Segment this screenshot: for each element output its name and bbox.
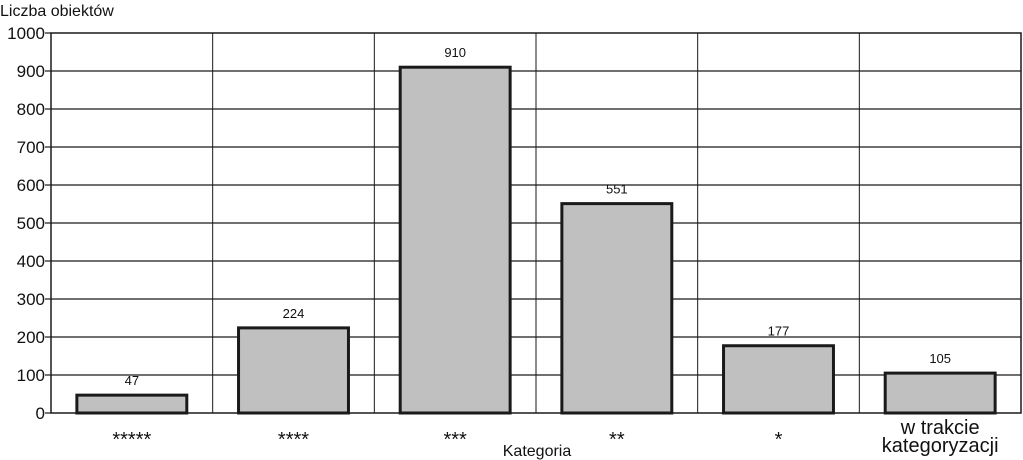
bar bbox=[237, 326, 350, 415]
bar bbox=[75, 393, 189, 415]
data-label: 910 bbox=[444, 45, 466, 60]
bar bbox=[722, 344, 835, 415]
y-axis-title: Liczba obiektów bbox=[0, 3, 114, 20]
data-label: 224 bbox=[283, 306, 305, 321]
data-label: 47 bbox=[125, 373, 139, 388]
data-label: 177 bbox=[768, 324, 790, 339]
y-axis-ticks: 0 100 200 300 400 500 600 700 800 900 1000 bbox=[7, 24, 51, 423]
y-tick-label: 800 bbox=[17, 100, 45, 119]
y-tick-label: 400 bbox=[17, 252, 45, 271]
x-axis-title: Kategoria bbox=[503, 443, 572, 460]
x-tick-label: w trakcie bbox=[900, 417, 980, 439]
bar bbox=[883, 371, 997, 415]
bar bbox=[398, 65, 512, 415]
data-label: 551 bbox=[606, 182, 628, 197]
data-label: 105 bbox=[929, 351, 951, 366]
gridlines bbox=[51, 33, 1021, 413]
x-tick-label: kategoryzacji bbox=[882, 435, 999, 457]
bars bbox=[75, 65, 997, 415]
y-tick-label: 900 bbox=[17, 62, 45, 81]
bar bbox=[560, 202, 674, 415]
y-tick-label: 1000 bbox=[7, 24, 45, 43]
x-tick-label: ** bbox=[609, 429, 625, 451]
x-tick-label: *** bbox=[443, 429, 467, 451]
y-tick-label: 300 bbox=[17, 290, 45, 309]
y-tick-label: 700 bbox=[17, 138, 45, 157]
plot-frame bbox=[50, 32, 1022, 414]
y-tick-label: 200 bbox=[17, 328, 45, 347]
data-labels: 47 224 910 551 177 105 bbox=[125, 45, 951, 388]
x-tick-label: **** bbox=[278, 429, 309, 451]
x-tick-label: * bbox=[775, 429, 783, 451]
y-tick-label: 500 bbox=[17, 214, 45, 233]
y-tick-label: 0 bbox=[36, 404, 45, 423]
y-tick-label: 100 bbox=[17, 366, 45, 385]
x-tick-label: ***** bbox=[112, 429, 151, 451]
y-tick-label: 600 bbox=[17, 176, 45, 195]
